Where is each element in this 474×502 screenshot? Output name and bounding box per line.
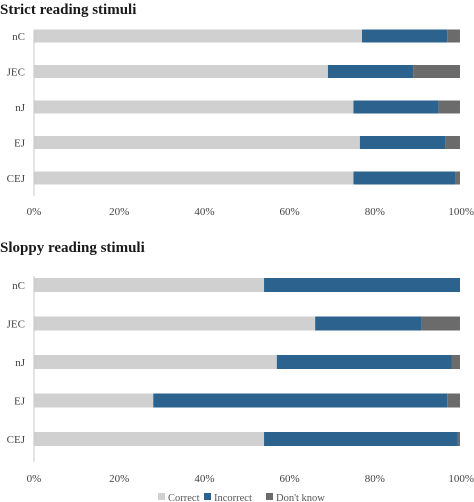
x-tick-sloppy-1: 20% [109, 473, 129, 485]
bar-sloppy-jec-incorrect [315, 316, 422, 331]
x-tick-labels-strict: 0% 20% 40% 60% 80% 100% [27, 206, 474, 218]
legend-swatch-incorrect [204, 493, 211, 500]
bar-sloppy-ej-incorrect [153, 393, 448, 408]
bar-sloppy-jec-correct [34, 316, 316, 331]
bar-strict-cej-incorrect [353, 171, 456, 185]
bars-strict [34, 29, 460, 185]
bar-sloppy-nj-incorrect [276, 355, 452, 369]
x-tick-sloppy-4: 80% [365, 473, 385, 485]
bar-strict-nc-don-t-know [447, 29, 460, 43]
legend-swatch-correct [158, 493, 165, 500]
x-tick-strict-2: 40% [194, 206, 214, 218]
bar-strict-nc-correct [34, 29, 363, 43]
bar-sloppy-nc-correct [34, 278, 265, 292]
category-label-sloppy-ej: EJ [14, 396, 26, 408]
category-label-strict-jec: JEC [7, 67, 25, 79]
bar-sloppy-nj-correct [34, 355, 277, 369]
bar-sloppy-cej-incorrect [264, 432, 458, 446]
x-tick-sloppy-3: 60% [280, 473, 300, 485]
chart-title-strict: Strict reading stimuli [0, 2, 136, 18]
bar-strict-jec-don-t-know [413, 65, 460, 78]
category-label-sloppy-jec: JEC [7, 319, 25, 331]
category-label-sloppy-cej: CEJ [7, 434, 26, 446]
chart-title-sloppy: Sloppy reading stimuli [0, 240, 145, 256]
x-tick-strict-4: 80% [365, 206, 385, 218]
bar-sloppy-nj-don-t-know [451, 355, 460, 369]
category-labels-strict: nC JEC nJ EJ CEJ [7, 31, 26, 185]
category-label-sloppy-nj: nJ [15, 357, 26, 369]
legend-label-incorrect: Incorrect [214, 493, 252, 502]
x-tick-strict-5: 100% [448, 206, 474, 218]
x-tick-sloppy-0: 0% [27, 473, 42, 485]
chart-sloppy: Sloppy reading stimuli nC JEC nJ EJ CEJ 0% 20… [0, 240, 474, 485]
x-tick-sloppy-2: 40% [194, 473, 214, 485]
chart-strict: Strict reading stimuli nC JEC nJ EJ CEJ 0% 20… [0, 2, 474, 218]
bar-strict-nc-incorrect [362, 29, 448, 43]
x-tick-strict-1: 20% [109, 206, 129, 218]
bar-strict-jec-incorrect [327, 65, 414, 78]
bar-strict-ej-correct [34, 136, 360, 149]
bar-strict-nj-correct [34, 100, 354, 114]
category-label-sloppy-nc: nC [12, 280, 25, 292]
category-labels-sloppy: nC JEC nJ EJ CEJ [7, 280, 26, 446]
category-label-strict-ej: EJ [14, 138, 26, 150]
bar-sloppy-cej-don-t-know [457, 432, 460, 446]
x-tick-strict-3: 60% [280, 206, 300, 218]
bar-strict-nj-don-t-know [438, 100, 460, 114]
x-tick-labels-sloppy: 0% 20% 40% 60% 80% 100% [27, 473, 474, 485]
category-label-strict-cej: CEJ [7, 173, 26, 185]
category-label-strict-nc: nC [12, 31, 25, 43]
bars-sloppy [34, 278, 460, 446]
legend: Correct Incorrect Don't know [158, 493, 325, 502]
bar-sloppy-ej-correct [34, 393, 154, 408]
legend-label-don-t-know: Don't know [276, 493, 325, 502]
bar-sloppy-jec-don-t-know [421, 316, 460, 331]
legend-label-correct: Correct [168, 493, 200, 502]
x-tick-strict-0: 0% [27, 206, 42, 218]
bar-strict-nj-incorrect [353, 100, 439, 114]
bar-strict-jec-correct [34, 65, 328, 78]
bar-sloppy-nc-incorrect [264, 278, 460, 292]
bar-strict-cej-don-t-know [455, 171, 460, 185]
x-tick-sloppy-5: 100% [448, 473, 474, 485]
bar-sloppy-cej-correct [34, 432, 265, 446]
legend-swatch-don-t-know [266, 493, 273, 500]
bar-strict-cej-correct [34, 171, 354, 185]
category-label-strict-nj: nJ [15, 102, 26, 114]
bar-strict-ej-incorrect [359, 136, 446, 149]
bar-strict-ej-don-t-know [445, 136, 460, 149]
bar-sloppy-ej-don-t-know [447, 393, 460, 408]
